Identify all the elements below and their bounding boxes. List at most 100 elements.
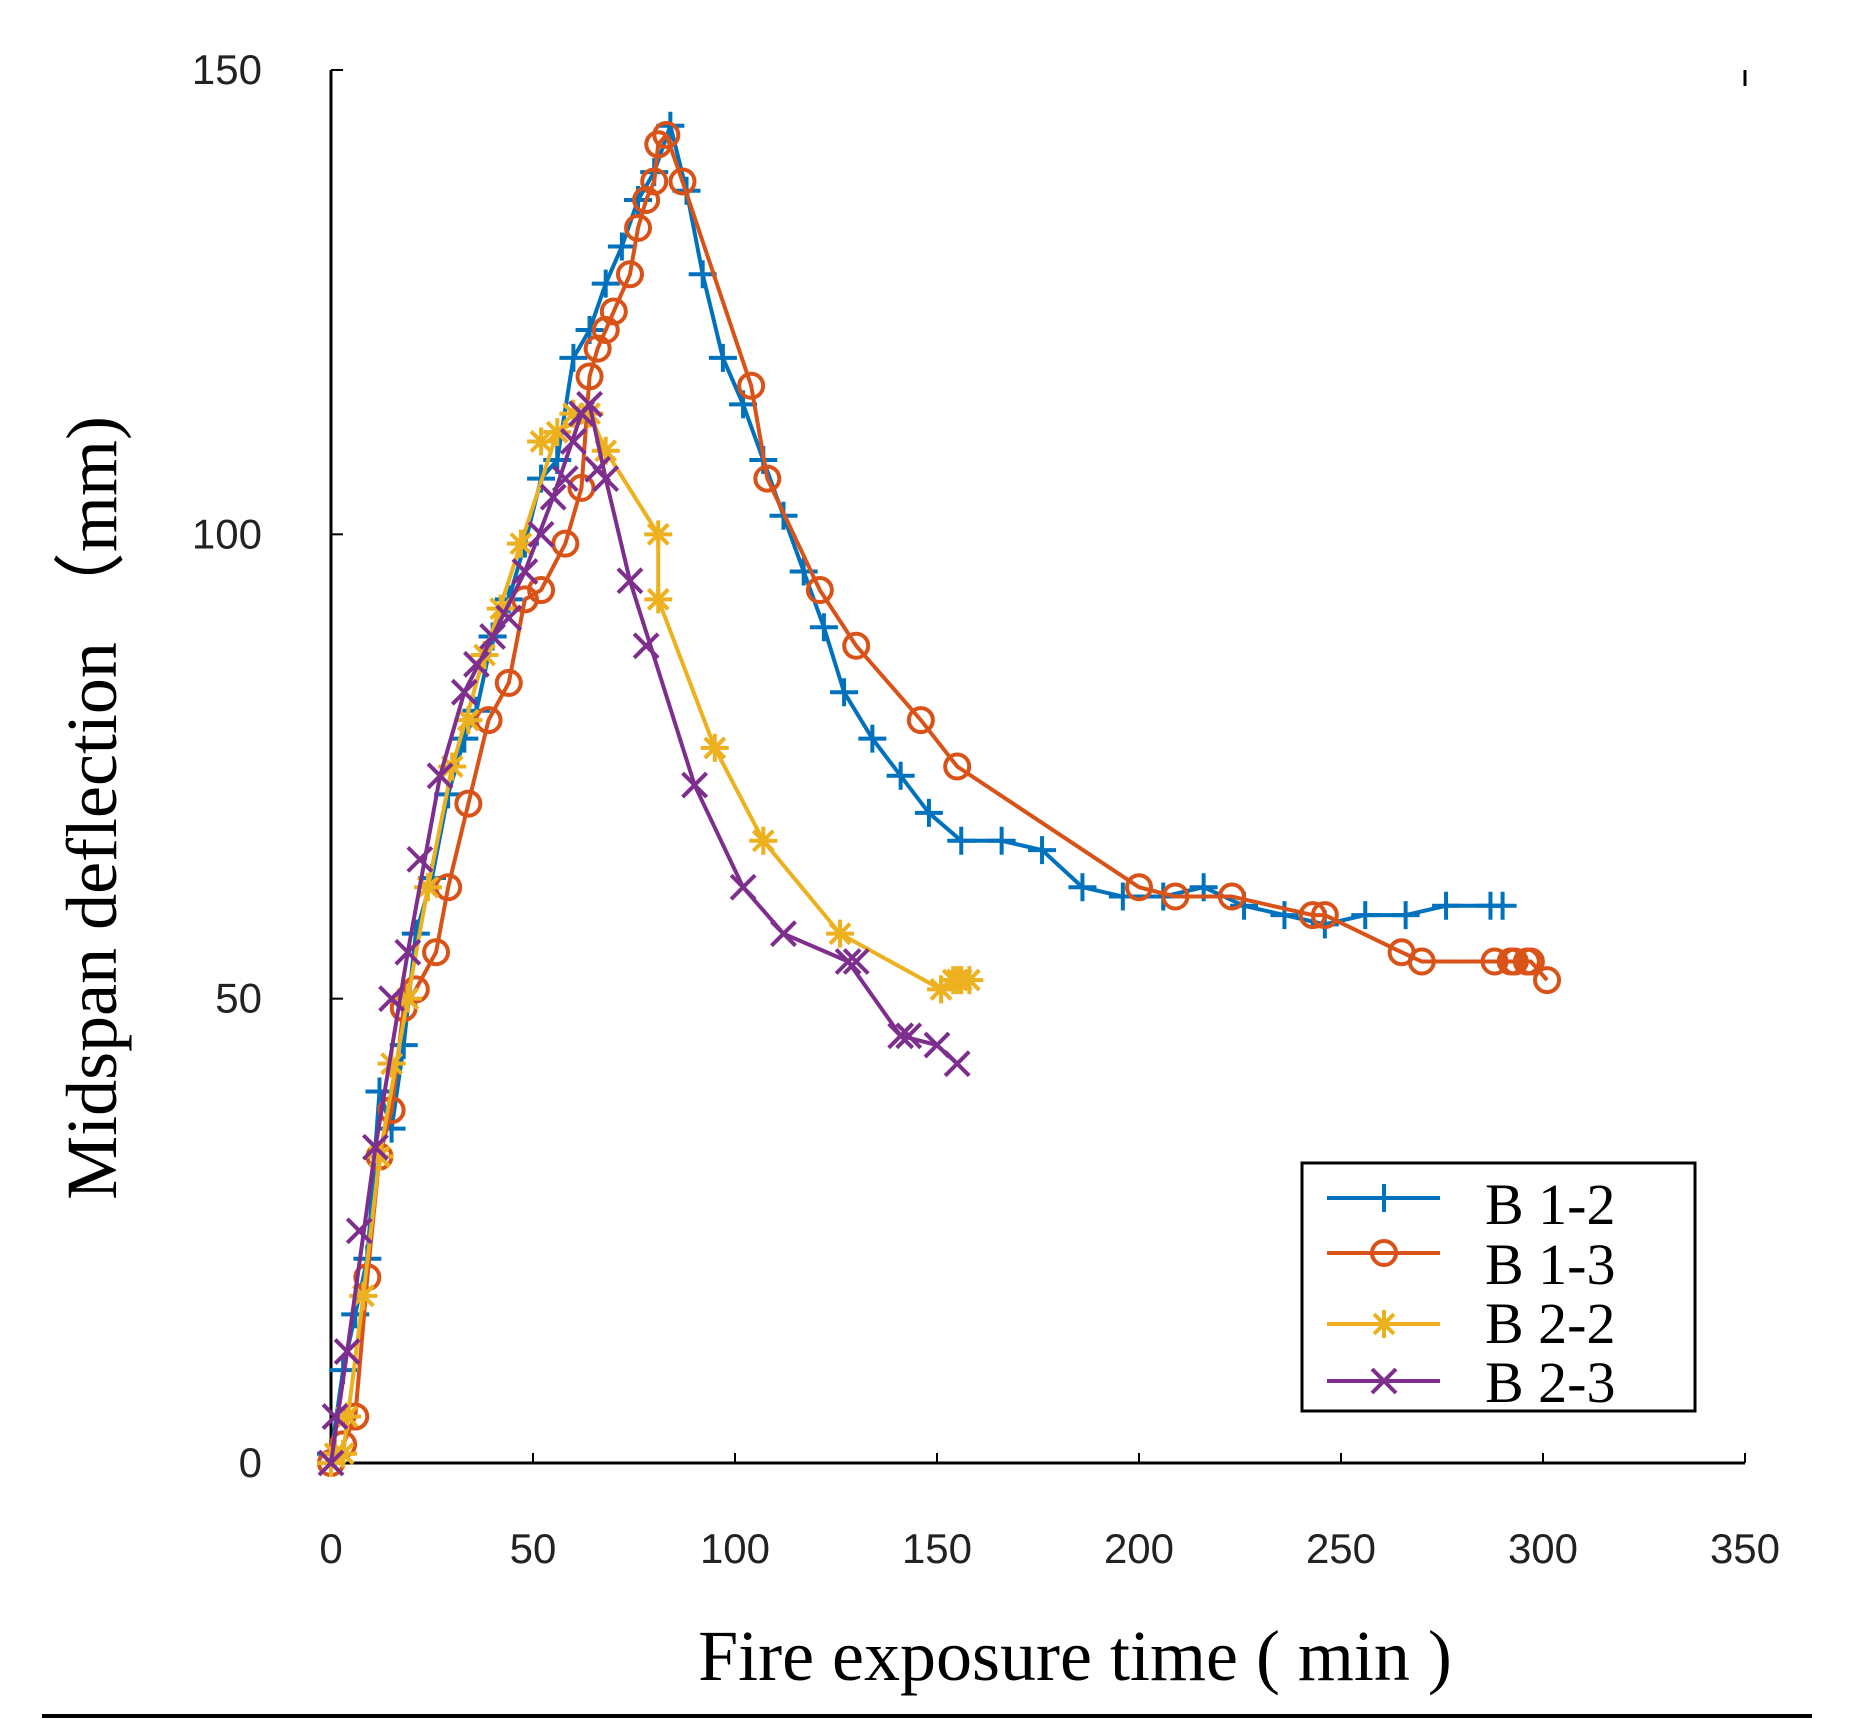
data-point-b-1-2 <box>987 826 1016 855</box>
data-point-b-2-2 <box>591 436 620 465</box>
data-point-b-1-3 <box>1298 901 1327 930</box>
data-point-b-1-2 <box>886 761 915 790</box>
data-point-b-2-3 <box>887 1022 915 1050</box>
data-point-b-1-3 <box>753 464 782 493</box>
data-point-b-2-3 <box>317 1449 345 1477</box>
data-point-b-2-2 <box>700 733 729 762</box>
data-point-b-1-2 <box>377 1114 406 1143</box>
data-point-b-2-3 <box>426 762 454 790</box>
x-tick-label: 0 <box>319 1525 342 1572</box>
data-point-b-1-2 <box>1488 891 1517 920</box>
data-point-b-2-3 <box>895 1022 923 1050</box>
data-point-b-1-3 <box>1125 873 1153 902</box>
data-point-b-1-3 <box>842 631 871 660</box>
x-tick-label: 150 <box>902 1525 972 1572</box>
series-b-2-3 <box>317 390 971 1477</box>
data-point-b-2-3 <box>576 390 603 418</box>
data-point-b-2-3 <box>450 678 478 706</box>
data-point-b-1-3 <box>494 668 523 697</box>
data-point-b-1-2 <box>830 678 859 707</box>
data-point-b-1-3 <box>1217 882 1246 911</box>
data-point-b-1-3 <box>599 297 628 326</box>
data-point-b-1-2 <box>809 613 838 642</box>
data-point-b-1-3 <box>906 706 935 735</box>
data-point-b-1-3 <box>1310 901 1339 930</box>
series-b-2-2 <box>317 399 984 1477</box>
data-point-b-2-3 <box>463 650 490 678</box>
data-point-b-1-2 <box>858 724 887 753</box>
data-point-b-2-2 <box>349 1281 378 1310</box>
x-tick-label: 350 <box>1710 1525 1780 1572</box>
data-point-b-2-2 <box>559 399 588 428</box>
legend-label-b-2-2: B 2-2 <box>1485 1291 1616 1356</box>
data-point-b-2-3 <box>592 465 620 493</box>
data-point-b-2-3 <box>378 985 406 1013</box>
data-point-b-1-2 <box>591 269 620 298</box>
legend: B 1-2B 1-3B 2-2B 2-3 <box>1300 1161 1697 1415</box>
y-tick-label: 150 <box>192 46 262 93</box>
data-point-b-2-2 <box>644 585 673 614</box>
data-point-b-2-2 <box>749 826 778 855</box>
data-point-b-1-2 <box>1028 836 1057 865</box>
data-point-b-1-2 <box>1432 891 1461 920</box>
data-point-b-2-3 <box>333 1338 361 1365</box>
data-point-b-2-2 <box>365 1142 394 1171</box>
data-point-b-2-3 <box>345 1217 373 1245</box>
ticks: 0 50 100 150 200 250 300 350 0 50 100 150 <box>192 46 1780 1572</box>
data-point-b-1-3 <box>668 167 697 196</box>
data-point-b-2-3 <box>842 948 870 975</box>
data-point-b-2-2 <box>527 427 556 456</box>
legend-label-b-2-3: B 2-3 <box>1485 1350 1616 1415</box>
data-point-b-1-2 <box>1068 873 1097 902</box>
data-point-b-1-3 <box>943 752 972 781</box>
data-point-b-1-2 <box>607 232 636 261</box>
data-point-b-2-3 <box>770 920 797 948</box>
data-point-b-1-3 <box>422 938 451 967</box>
data-point-b-2-2 <box>644 520 673 549</box>
data-point-b-2-3 <box>681 771 709 799</box>
data-point-b-2-2 <box>393 984 422 1013</box>
y-axis-title: Midspan deflection （mm) <box>52 416 132 1200</box>
x-tick-label: 250 <box>1306 1525 1376 1572</box>
data-point-b-2-2 <box>955 966 984 995</box>
data-point-b-2-3 <box>943 1050 971 1078</box>
data-point-b-1-3 <box>1161 882 1190 911</box>
legend-box <box>1300 1161 1697 1413</box>
data-point-b-2-2 <box>377 1049 406 1078</box>
data-point-b-1-3 <box>454 789 483 818</box>
x-tick-label: 300 <box>1508 1525 1578 1572</box>
legend-label-b-1-2: B 1-2 <box>1485 1172 1616 1237</box>
data-point-b-1-2 <box>365 1077 394 1106</box>
data-point-b-2-3 <box>321 1403 349 1430</box>
data-point-b-1-3 <box>737 371 766 400</box>
data-point-b-2-3 <box>362 1133 389 1161</box>
data-point-b-2-2 <box>329 1439 358 1468</box>
data-point-b-2-2 <box>413 873 442 902</box>
data-point-b-2-2 <box>506 529 535 558</box>
data-point-b-1-3 <box>401 975 430 1004</box>
data-point-b-2-2 <box>543 418 572 447</box>
data-point-b-1-3 <box>805 576 834 605</box>
data-point-b-2-2 <box>454 706 483 735</box>
data-point-b-1-3 <box>1533 966 1562 995</box>
data-point-b-1-2 <box>1270 901 1299 930</box>
data-point-b-1-3 <box>1407 947 1436 976</box>
data-point-b-1-3 <box>551 529 580 558</box>
data-point-b-1-3 <box>615 260 644 289</box>
data-point-b-1-3 <box>567 473 596 502</box>
data-point-b-2-3 <box>616 567 644 595</box>
data-point-b-1-2 <box>1391 901 1420 930</box>
data-point-b-1-2 <box>1351 901 1380 930</box>
data-point-b-1-2 <box>947 826 976 855</box>
legend-marker-b-2-2 <box>1370 1310 1398 1338</box>
data-point-b-2-3 <box>495 604 523 632</box>
data-point-b-2-3 <box>559 428 587 455</box>
series-line-b-1-3 <box>329 133 1549 1465</box>
data-point-b-2-3 <box>394 938 422 966</box>
data-point-b-2-3 <box>729 873 757 901</box>
data-point-b-1-3 <box>527 576 556 605</box>
data-point-b-1-2 <box>708 343 737 372</box>
data-point-b-2-3 <box>834 948 862 975</box>
legend-marker-b-1-2 <box>1370 1184 1398 1212</box>
data-point-b-2-3 <box>551 465 579 493</box>
